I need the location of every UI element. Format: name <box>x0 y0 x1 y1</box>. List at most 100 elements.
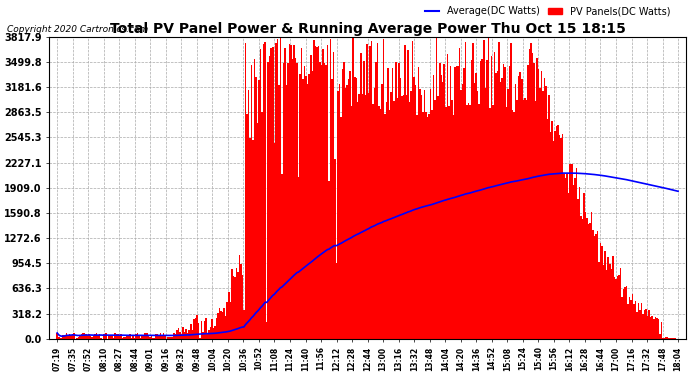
Bar <box>644 310 645 339</box>
Bar <box>674 338 676 339</box>
Bar <box>473 43 474 339</box>
Bar <box>374 88 375 339</box>
Bar <box>556 126 558 339</box>
Bar <box>177 330 178 339</box>
Bar <box>117 334 119 339</box>
Bar <box>255 78 257 339</box>
Bar <box>73 333 75 339</box>
Bar <box>330 39 331 339</box>
Bar <box>549 95 550 339</box>
Bar <box>125 337 126 339</box>
Bar <box>353 37 354 339</box>
Bar <box>368 93 369 339</box>
Bar <box>149 337 150 339</box>
Bar <box>301 48 302 339</box>
Bar <box>397 98 398 339</box>
Bar <box>135 334 137 339</box>
Bar <box>64 335 66 339</box>
Bar <box>95 334 96 339</box>
Bar <box>453 116 454 339</box>
Bar <box>140 338 141 339</box>
Bar <box>364 95 366 339</box>
Bar <box>237 272 239 339</box>
Bar <box>111 335 112 339</box>
Bar <box>609 264 611 339</box>
Bar <box>569 164 571 339</box>
Bar <box>231 269 233 339</box>
Bar <box>469 105 471 339</box>
Bar <box>454 67 455 339</box>
Bar <box>398 63 400 339</box>
Bar <box>412 41 413 339</box>
Bar <box>250 65 253 339</box>
Bar <box>260 49 262 339</box>
Bar <box>530 42 531 339</box>
Bar <box>656 318 658 339</box>
Bar <box>207 334 208 339</box>
Bar <box>193 319 195 339</box>
Bar <box>137 333 139 339</box>
Bar <box>241 275 243 339</box>
Bar <box>579 187 580 339</box>
Bar <box>468 102 469 339</box>
Bar <box>592 230 594 339</box>
Bar <box>542 90 544 339</box>
Bar <box>546 118 549 339</box>
Bar <box>501 78 503 339</box>
Bar <box>503 64 504 339</box>
Bar <box>82 333 83 339</box>
Bar <box>435 100 436 339</box>
Bar <box>268 62 269 339</box>
Bar <box>249 138 250 339</box>
Bar <box>284 48 286 339</box>
Bar <box>588 224 589 339</box>
Bar <box>336 263 337 339</box>
Bar <box>233 276 234 339</box>
Bar <box>170 338 172 339</box>
Bar <box>150 335 152 339</box>
Bar <box>371 41 372 339</box>
Bar <box>535 100 536 339</box>
Bar <box>667 337 668 339</box>
Bar <box>96 333 97 339</box>
Bar <box>387 68 389 339</box>
Bar <box>565 178 566 339</box>
Bar <box>382 84 383 339</box>
Bar <box>90 336 91 339</box>
Bar <box>349 70 351 339</box>
Bar <box>655 316 656 339</box>
Bar <box>178 328 179 339</box>
Bar <box>533 63 535 339</box>
Bar <box>219 309 220 339</box>
Bar <box>363 61 364 339</box>
Bar <box>181 334 182 339</box>
Bar <box>88 334 90 339</box>
Bar <box>516 100 518 339</box>
Bar <box>383 39 384 339</box>
Bar <box>493 52 495 339</box>
Bar <box>613 277 615 339</box>
Bar <box>391 92 392 339</box>
Bar <box>486 60 488 339</box>
Bar <box>401 96 402 339</box>
Bar <box>337 91 339 339</box>
Bar <box>121 338 124 339</box>
Bar <box>275 43 277 339</box>
Bar <box>444 64 445 339</box>
Bar <box>57 333 58 339</box>
Bar <box>611 269 612 339</box>
Bar <box>460 90 462 339</box>
Bar <box>139 335 140 339</box>
Bar <box>372 104 374 339</box>
Bar <box>279 37 281 339</box>
Bar <box>59 338 61 339</box>
Bar <box>670 338 671 339</box>
Bar <box>562 134 564 339</box>
Bar <box>400 78 401 339</box>
Bar <box>422 112 424 339</box>
Bar <box>58 337 59 339</box>
Bar <box>564 174 565 339</box>
Bar <box>584 212 586 339</box>
Bar <box>392 68 393 339</box>
Bar <box>199 338 201 339</box>
